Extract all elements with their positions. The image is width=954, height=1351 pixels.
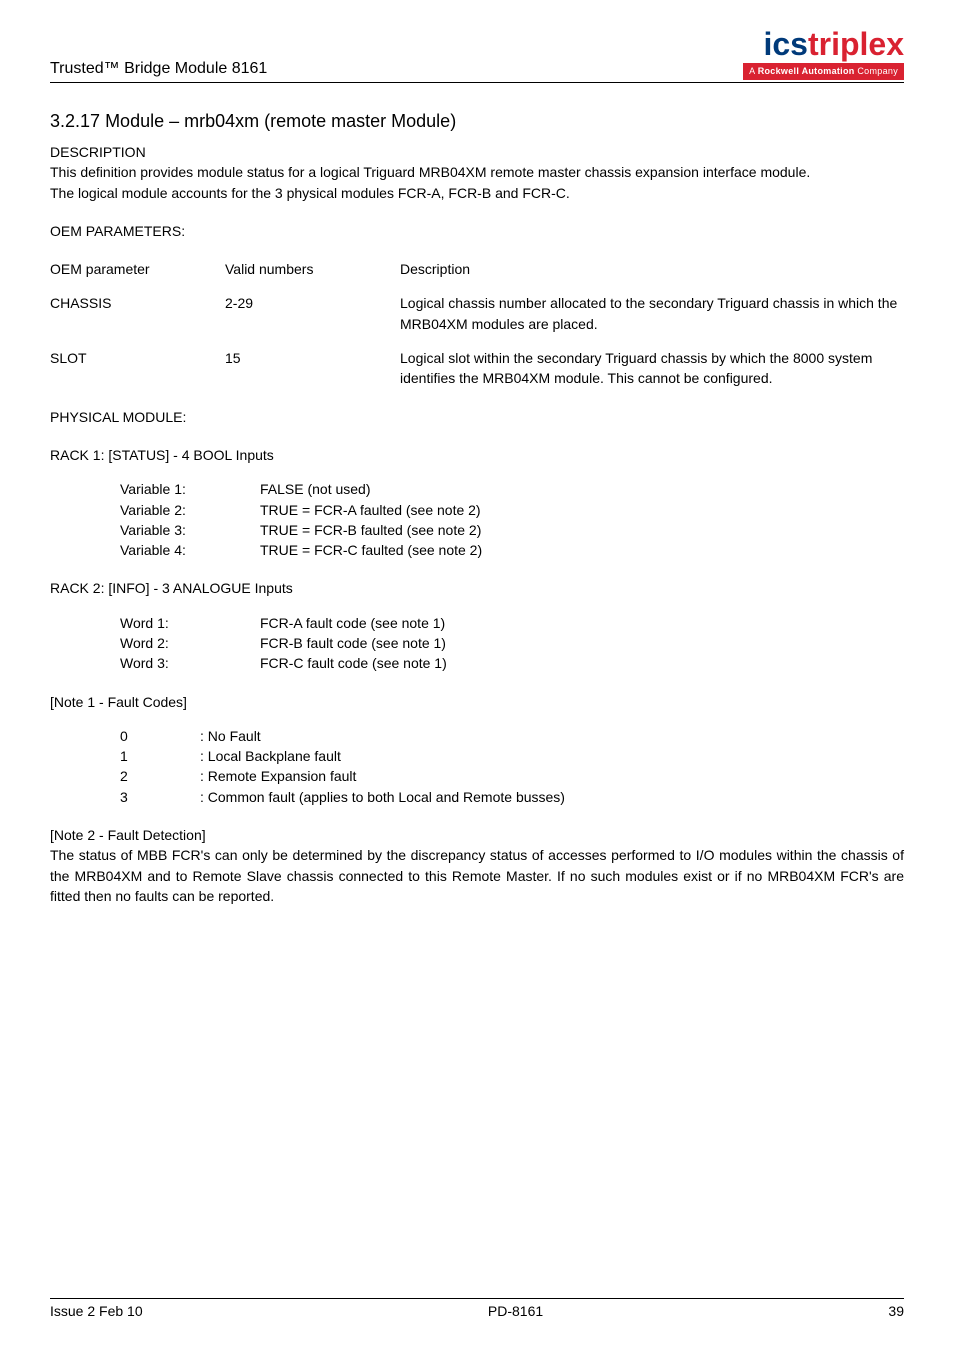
description-block: DESCRIPTION This definition provides mod… [50, 142, 904, 203]
note2-block: [Note 2 - Fault Detection] The status of… [50, 825, 904, 906]
fault-code-row: 1 : Local Backplane fault [50, 746, 904, 766]
logo-block: icstriplex A Rockwell Automation Company [743, 30, 904, 80]
fault-code-num: 1 [120, 746, 200, 766]
logo-subtitle: A Rockwell Automation Company [743, 63, 904, 80]
note2-text: The status of MBB FCR's can only be dete… [50, 845, 904, 906]
footer-right: 39 [888, 1301, 904, 1321]
word-row: Word 2: FCR-B fault code (see note 1) [50, 633, 904, 653]
word-row: Word 1: FCR-A fault code (see note 1) [50, 613, 904, 633]
rack2-block: RACK 2: [INFO] - 3 ANALOGUE Inputs Word … [50, 578, 904, 673]
oem-row-param: SLOT [50, 348, 225, 389]
rack1-heading: RACK 1: [STATUS] - 4 BOOL Inputs [50, 445, 904, 465]
word-label: Word 2: [120, 633, 260, 653]
note2-heading: [Note 2 - Fault Detection] [50, 825, 904, 845]
oem-heading-block: OEM PARAMETERS: [50, 221, 904, 241]
logo-suffix: lex [860, 26, 904, 62]
oem-col3: Description [400, 259, 904, 279]
variable-value: FALSE (not used) [260, 479, 371, 499]
logo-text: icstriplex [743, 30, 904, 59]
fault-code-num: 2 [120, 766, 200, 786]
note1-block: [Note 1 - Fault Codes] 0 : No Fault 1 : … [50, 692, 904, 807]
oem-row-valid: 2-29 [225, 293, 400, 334]
section-number: 3.2.17 [50, 111, 100, 131]
fault-code-desc: : Local Backplane fault [200, 746, 341, 766]
footer-left: Issue 2 Feb 10 [50, 1301, 143, 1321]
physical-block: PHYSICAL MODULE: [50, 407, 904, 427]
logo-mid: trip [808, 26, 860, 62]
fault-code-row: 2 : Remote Expansion fault [50, 766, 904, 786]
variable-row: Variable 2: TRUE = FCR-A faulted (see no… [50, 500, 904, 520]
variable-label: Variable 1: [120, 479, 260, 499]
description-text1: This definition provides module status f… [50, 162, 904, 182]
fault-code-desc: : Common fault (applies to both Local an… [200, 787, 565, 807]
variable-value: TRUE = FCR-C faulted (see note 2) [260, 540, 482, 560]
word-label: Word 1: [120, 613, 260, 633]
variable-label: Variable 2: [120, 500, 260, 520]
header-title: Trusted™ Bridge Module 8161 [50, 57, 267, 80]
word-row: Word 3: FCR-C fault code (see note 1) [50, 653, 904, 673]
logo-sub-suffix: Company [855, 66, 898, 76]
description-label: DESCRIPTION [50, 142, 904, 162]
word-value: FCR-A fault code (see note 1) [260, 613, 445, 633]
fault-code-row: 0 : No Fault [50, 726, 904, 746]
logo-sub-prefix: A [749, 66, 758, 76]
fault-code-desc: : No Fault [200, 726, 261, 746]
page-header: Trusted™ Bridge Module 8161 icstriplex A… [50, 30, 904, 83]
logo-prefix: ics [763, 26, 807, 62]
page-footer: Issue 2 Feb 10 PD-8161 39 [50, 1298, 904, 1321]
description-text2: The logical module accounts for the 3 ph… [50, 183, 904, 203]
variable-label: Variable 3: [120, 520, 260, 540]
variable-value: TRUE = FCR-B faulted (see note 2) [260, 520, 481, 540]
fault-code-desc: : Remote Expansion fault [200, 766, 356, 786]
note1-heading: [Note 1 - Fault Codes] [50, 692, 904, 712]
variable-row: Variable 1: FALSE (not used) [50, 479, 904, 499]
rack2-heading: RACK 2: [INFO] - 3 ANALOGUE Inputs [50, 578, 904, 598]
oem-row-param: CHASSIS [50, 293, 225, 334]
oem-heading: OEM PARAMETERS: [50, 221, 904, 241]
oem-table: OEM parameter Valid numbers Description … [50, 259, 904, 388]
oem-row-valid: 15 [225, 348, 400, 389]
fault-code-row: 3 : Common fault (applies to both Local … [50, 787, 904, 807]
rack1-block: RACK 1: [STATUS] - 4 BOOL Inputs Variabl… [50, 445, 904, 560]
fault-code-num: 0 [120, 726, 200, 746]
word-value: FCR-B fault code (see note 1) [260, 633, 446, 653]
word-value: FCR-C fault code (see note 1) [260, 653, 447, 673]
oem-row-desc: Logical chassis number allocated to the … [400, 293, 904, 334]
fault-code-num: 3 [120, 787, 200, 807]
word-label: Word 3: [120, 653, 260, 673]
section-title: Module – mrb04xm (remote master Module) [105, 111, 456, 131]
section-heading: 3.2.17 Module – mrb04xm (remote master M… [50, 108, 904, 134]
variable-row: Variable 3: TRUE = FCR-B faulted (see no… [50, 520, 904, 540]
logo-sub-bold: Rockwell Automation [758, 66, 855, 76]
variable-value: TRUE = FCR-A faulted (see note 2) [260, 500, 481, 520]
oem-col2: Valid numbers [225, 259, 400, 279]
footer-center: PD-8161 [488, 1301, 543, 1321]
oem-row-desc: Logical slot within the secondary Trigua… [400, 348, 904, 389]
variable-label: Variable 4: [120, 540, 260, 560]
variable-row: Variable 4: TRUE = FCR-C faulted (see no… [50, 540, 904, 560]
oem-col1: OEM parameter [50, 259, 225, 279]
physical-heading: PHYSICAL MODULE: [50, 407, 904, 427]
